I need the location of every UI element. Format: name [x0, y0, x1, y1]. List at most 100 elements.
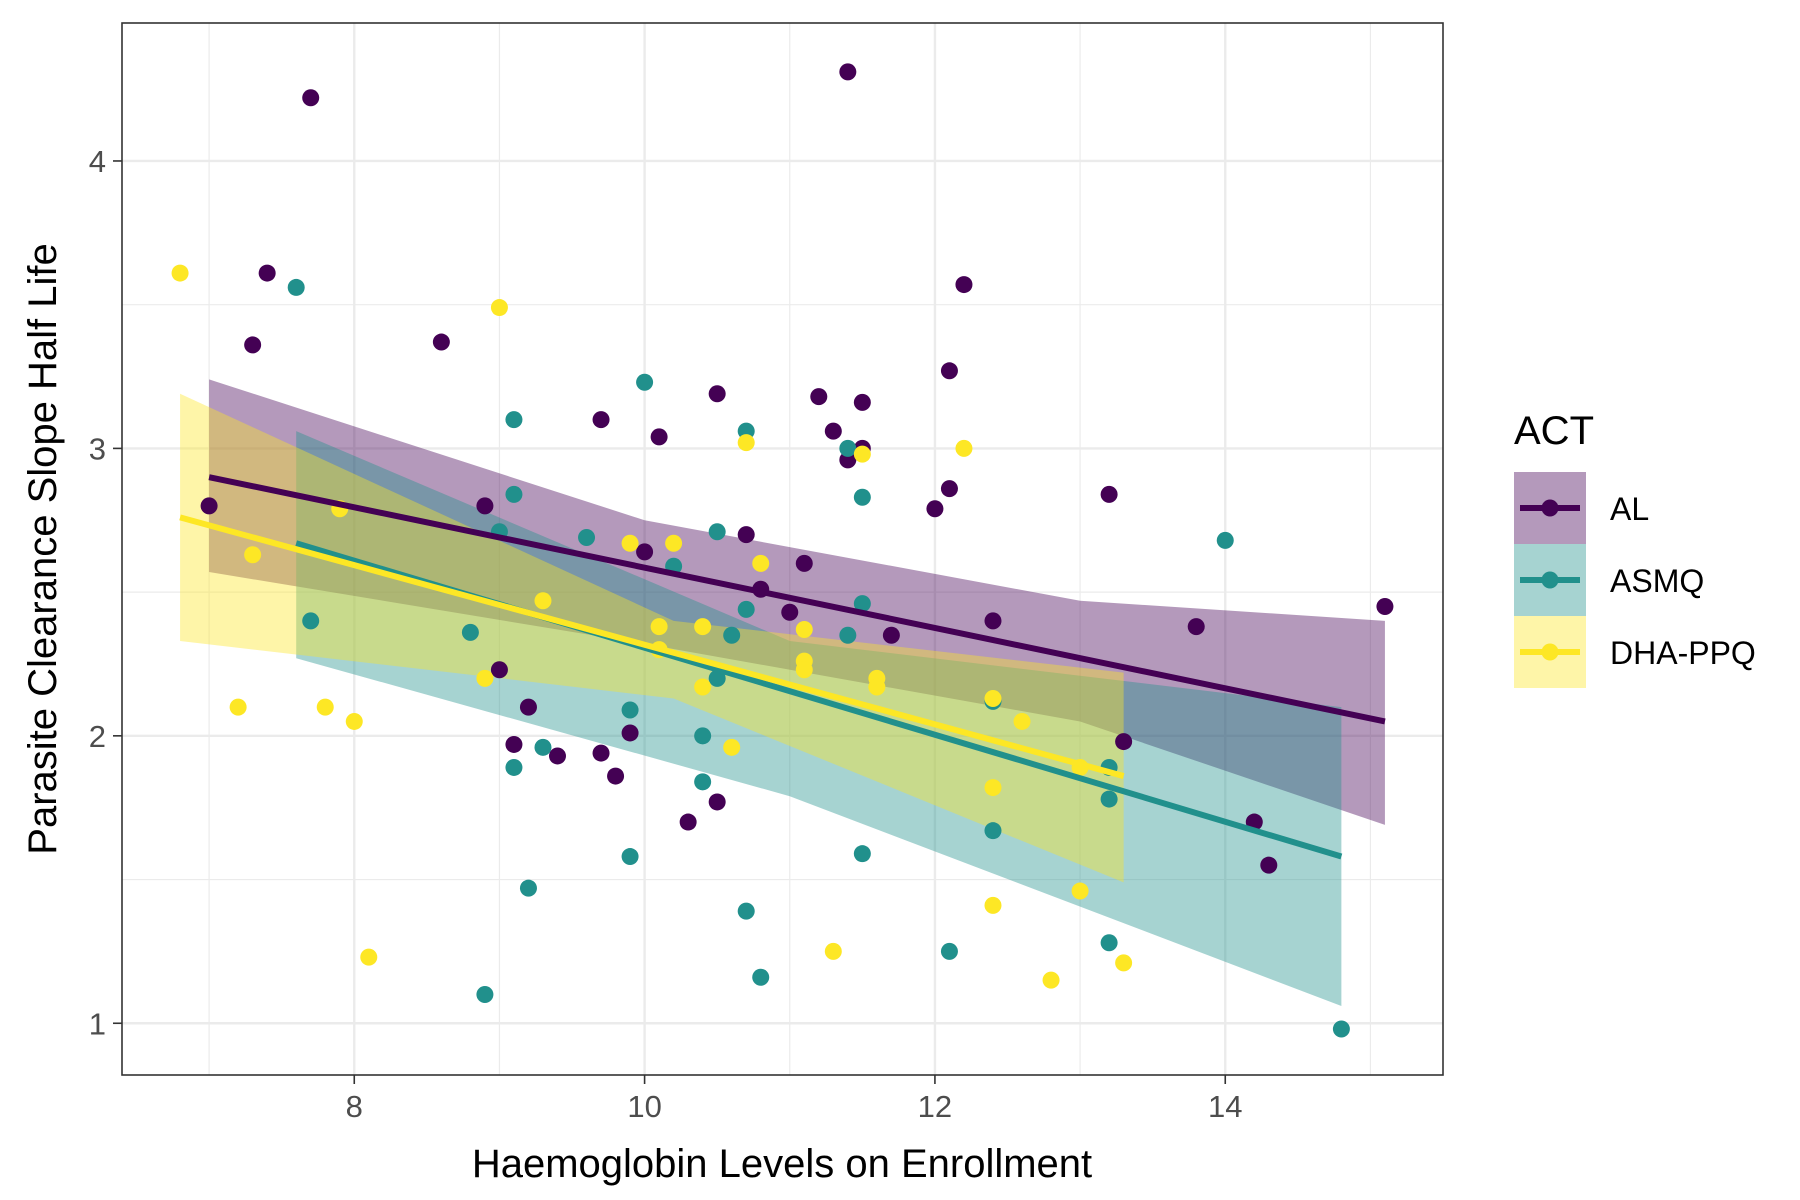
point-dha-ppq: [1042, 971, 1060, 989]
point-dha-ppq: [229, 698, 247, 716]
fit-lines: [179, 474, 1386, 860]
point-asmq: [461, 623, 479, 641]
point-dha-ppq: [1013, 712, 1031, 730]
point-al: [621, 724, 639, 742]
point-al: [853, 393, 871, 411]
point-al: [1100, 485, 1118, 503]
point-al: [548, 747, 566, 765]
point-asmq: [853, 845, 871, 863]
point-asmq: [1100, 934, 1118, 952]
x-axis-ticks: 8 10 12 14: [346, 1075, 1242, 1124]
minor-gridlines: [122, 23, 1443, 1075]
point-dha-ppq: [795, 661, 813, 679]
point-al: [650, 428, 668, 446]
ci-ribbon-asmq: [296, 431, 1342, 1007]
point-dha-ppq: [737, 434, 755, 452]
point-al: [795, 554, 813, 572]
point-al: [490, 661, 508, 679]
point-dha-ppq: [984, 689, 1002, 707]
point-dha-ppq: [360, 948, 378, 966]
point-asmq: [505, 758, 523, 776]
panel-border: [121, 22, 1444, 1076]
point-asmq: [853, 488, 871, 506]
point-asmq: [1100, 790, 1118, 808]
legend-label-al: AL: [1610, 491, 1649, 527]
point-al: [839, 63, 857, 81]
point-al: [302, 89, 320, 107]
x-axis-title: Haemoglobin Levels on Enrollment: [472, 1142, 1092, 1186]
point-dha-ppq: [476, 669, 494, 687]
panel-background: [122, 23, 1443, 1075]
point-asmq: [578, 529, 596, 547]
point-asmq: [302, 612, 320, 630]
point-al: [781, 603, 799, 621]
point-asmq: [708, 523, 726, 541]
point-asmq: [723, 626, 741, 644]
point-al: [1376, 597, 1394, 615]
point-al: [476, 497, 494, 515]
x-tick-label: 12: [918, 1089, 952, 1124]
point-asmq: [1216, 531, 1234, 549]
legend-title: ACT: [1514, 409, 1594, 453]
y-axis-title: Parasite Clearance Slope Half Life: [21, 243, 65, 854]
point-al: [824, 422, 842, 440]
point-al: [607, 767, 625, 785]
point-asmq: [636, 373, 654, 391]
point-al: [200, 497, 218, 515]
point-al: [810, 388, 828, 406]
point-asmq: [853, 595, 871, 613]
point-dha-ppq: [752, 554, 770, 572]
point-al: [519, 698, 537, 716]
point-asmq: [476, 986, 494, 1004]
point-asmq: [940, 942, 958, 960]
point-al: [1260, 856, 1278, 874]
point-asmq: [534, 738, 552, 756]
point-dha-ppq: [1071, 882, 1089, 900]
point-dha-ppq: [694, 618, 712, 636]
point-al: [940, 480, 958, 498]
point-al: [244, 336, 262, 354]
point-asmq: [752, 968, 770, 986]
point-asmq: [505, 485, 523, 503]
legend-dot-asmq: [1541, 571, 1559, 589]
point-dha-ppq: [955, 439, 973, 457]
point-asmq: [621, 848, 639, 866]
point-dha-ppq: [650, 618, 668, 636]
point-dha-ppq: [853, 445, 871, 463]
point-asmq: [984, 822, 1002, 840]
point-al: [1115, 733, 1133, 751]
point-asmq: [519, 879, 537, 897]
point-al: [636, 543, 654, 561]
plot-panel: [121, 22, 1444, 1076]
legend-label-dha-ppq: DHA-PPQ: [1610, 635, 1756, 671]
point-al: [432, 333, 450, 351]
point-asmq: [505, 411, 523, 429]
y-axis-ticks: 1 2 3 4: [89, 144, 122, 1041]
point-al: [955, 276, 973, 294]
point-asmq: [287, 278, 305, 296]
point-al: [737, 526, 755, 544]
point-al: [984, 612, 1002, 630]
y-tick-label: 2: [89, 719, 106, 754]
point-asmq: [839, 439, 857, 457]
y-tick-label: 3: [89, 431, 106, 466]
x-tick-label: 14: [1208, 1089, 1242, 1124]
point-asmq: [1332, 1020, 1350, 1038]
x-tick-label: 8: [346, 1089, 363, 1124]
point-dha-ppq: [694, 678, 712, 696]
legend-dot-al: [1541, 499, 1559, 517]
point-asmq: [708, 669, 726, 687]
point-dha-ppq: [490, 299, 508, 317]
point-dha-ppq: [534, 592, 552, 610]
point-dha-ppq: [1115, 954, 1133, 972]
legend: ACT AL ASMQ DHA-PPQ: [1514, 409, 1756, 688]
fit-line-al: [208, 474, 1386, 725]
point-dha-ppq: [824, 942, 842, 960]
point-al: [592, 744, 610, 762]
point-al: [592, 411, 610, 429]
point-dha-ppq: [868, 678, 886, 696]
y-tick-label: 1: [89, 1006, 106, 1041]
point-al: [708, 793, 726, 811]
point-al: [1187, 618, 1205, 636]
